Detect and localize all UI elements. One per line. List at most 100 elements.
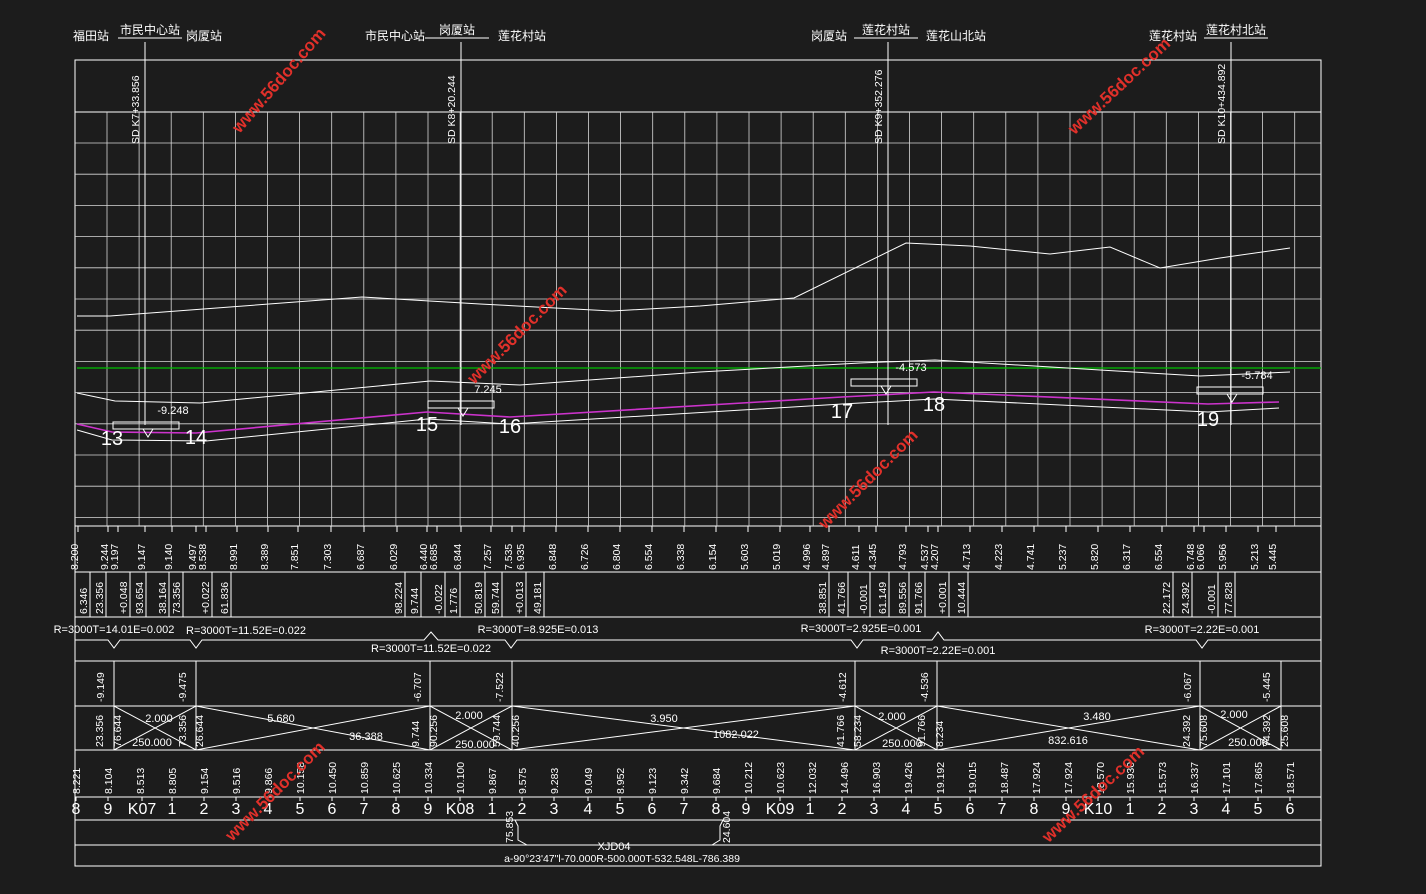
elevation-value: -9.475	[177, 672, 189, 702]
row1-value: 6.804	[611, 544, 623, 570]
chainage-label: 9	[104, 801, 113, 818]
mileage-marker-label: SD K8+20.244	[446, 75, 458, 144]
row1-value: 6.066	[1195, 544, 1207, 570]
row3-value: 17.101	[1221, 762, 1233, 794]
elevation-value: -6.707	[412, 672, 424, 702]
row1-value: 8.991	[228, 544, 240, 570]
vertical-curves: R=3000T=14.01E=0.002 R=3000T=11.52E=0.022…	[54, 623, 1321, 657]
row1-value: 4.223	[993, 544, 1005, 570]
outer-frame	[74, 59, 1322, 867]
mileage-marker-label: SD K7+33.856	[130, 75, 142, 144]
chainage-label: 2	[518, 801, 527, 818]
slope-length-value: 59.744	[491, 715, 503, 747]
slope-section: -9.149 -9.475 -6.707 -7.522 -4.612 -4.536 -6.0…	[94, 661, 1291, 751]
row1-value: 6.338	[675, 544, 687, 570]
row2-value: +0.048	[118, 581, 130, 614]
curve-label: R=3000T=2.925E=0.001	[801, 623, 922, 635]
row1-value: 6.029	[388, 544, 400, 570]
slope-length-value: 40.256	[510, 715, 522, 747]
row1-value: 8.389	[259, 544, 271, 570]
station-name: 莲花村北站	[1206, 22, 1266, 37]
chainage-label: 1	[168, 801, 177, 818]
row1-value: 9.244	[99, 544, 111, 570]
row1-value: 6.554	[1153, 544, 1165, 570]
mileage-marker-label: SD K9+352.276	[873, 69, 885, 144]
row1-value: 7.535	[503, 544, 515, 570]
row2-value: 10.444	[956, 582, 968, 614]
level-value: 7.245	[474, 384, 502, 396]
row3-value: 9.575	[517, 768, 529, 794]
mileage-marker-label: SD K10+434.892	[1216, 64, 1228, 144]
chainage-label: 7	[360, 801, 369, 818]
row3-value: 17.924	[1031, 762, 1043, 794]
chainage-label: K09	[766, 801, 795, 818]
elevation-value: -4.536	[919, 672, 931, 702]
row1-value: 8.200	[69, 544, 81, 570]
row2-value: 1.776	[448, 588, 460, 614]
row1-value: 9.147	[136, 544, 148, 570]
row1-value: 6.748	[1185, 544, 1197, 570]
row3-value: 9.123	[647, 768, 659, 794]
xjd-right-value: 24.604	[721, 811, 733, 843]
level-box	[850, 378, 918, 387]
row2-value: 38.164	[157, 582, 169, 614]
chainage-label: 5	[934, 801, 943, 818]
row3-value: 9.867	[487, 768, 499, 794]
level-box	[112, 421, 180, 430]
row1-value: 5.237	[1057, 544, 1069, 570]
curve-label: R=3000T=11.52E=0.022	[371, 643, 491, 655]
level-arrow-icon	[880, 385, 892, 395]
row2-value: 9.744	[409, 588, 421, 614]
chainage-label: 5	[616, 801, 625, 818]
slope-points: 13 14 15 16 17 18 19	[101, 394, 1219, 450]
row3-value: 15.573	[1157, 762, 1169, 794]
chainage-label: K08	[446, 801, 475, 818]
station-name: 岗厦站	[811, 29, 847, 43]
row2-value: 49.181	[532, 582, 544, 614]
row1-value: 6.685	[428, 544, 440, 570]
row3-value: 8.805	[167, 768, 179, 794]
row2-value: 61.836	[219, 582, 231, 614]
row3-value: 9.516	[231, 768, 243, 794]
station-name: 市民中心站	[365, 28, 425, 43]
row1-value: 6.554	[643, 544, 655, 570]
row3-value: 17.924	[1063, 762, 1075, 794]
ground-line-upper	[77, 242, 1291, 317]
row1-value: 4.793	[897, 544, 909, 570]
slope-length-value: 75.608	[1198, 715, 1210, 747]
chainage-label: 7	[998, 801, 1007, 818]
xjd-left-value: 75.853	[504, 811, 516, 843]
row3-value: 10.450	[327, 762, 339, 794]
slope-length-value: 90.256	[428, 715, 440, 747]
slope-section-value: 36.388	[349, 731, 383, 743]
slope-point-number: 15	[416, 414, 438, 436]
level-arrow-icon	[457, 407, 469, 417]
row1-value: 6.848	[547, 544, 559, 570]
chainage-label: 3	[870, 801, 879, 818]
row3-value: 8.221	[71, 768, 83, 794]
chainage-label: 1	[488, 801, 497, 818]
row1-value: 4.207	[929, 544, 941, 570]
row3-value: 10.158	[295, 762, 307, 794]
row2-value: 77.828	[1223, 582, 1235, 614]
slope-point-number: 14	[185, 427, 207, 449]
mileage-markers: SD K7+33.856 SD K8+20.244 SD K9+352.276 SD …	[130, 42, 1232, 425]
slope-length-value: 73.356	[177, 715, 189, 747]
curve-label: R=3000T=2.22E=0.001	[881, 645, 996, 657]
slope-section-value: 250.000	[132, 737, 172, 749]
row3-value: 12.032	[807, 762, 819, 794]
slope-length-value: 8.234	[934, 721, 946, 747]
slope-length-value: 74.392	[1261, 715, 1273, 747]
level-value: -5.784	[1241, 370, 1272, 382]
row1-value: 8.538	[197, 544, 209, 570]
chainage-label: 8	[72, 801, 81, 818]
row1-value: 7.851	[289, 544, 301, 570]
row3-value: 10.212	[743, 762, 755, 794]
slope-point-number: 18	[923, 394, 945, 416]
elevation-value: -6.067	[1182, 672, 1194, 702]
row3-value: 16.337	[1189, 762, 1201, 794]
curve-label: R=3000T=2.22E=0.001	[1145, 624, 1260, 636]
level-arrow-icon	[1226, 393, 1238, 403]
row2-value: 50.819	[473, 582, 485, 614]
row1-value: 9.140	[163, 544, 175, 570]
